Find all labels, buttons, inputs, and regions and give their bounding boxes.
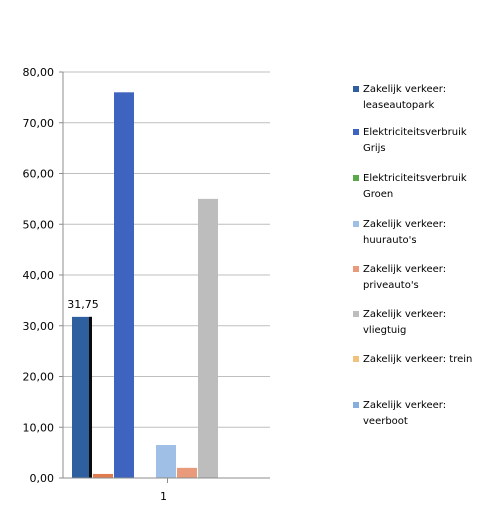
legend-swatch xyxy=(353,266,359,272)
legend-swatch xyxy=(353,311,359,317)
legend-label: Elektriciteitsverbruik xyxy=(363,127,467,138)
legend-label: Zakelijk verkeer: xyxy=(363,264,446,275)
bar xyxy=(156,445,176,478)
y-tick-label: 60,00 xyxy=(23,168,55,181)
legend-label: Zakelijk verkeer: xyxy=(363,219,446,230)
legend-label: priveauto's xyxy=(363,280,419,291)
y-tick-label: 80,00 xyxy=(23,66,55,79)
legend-swatch xyxy=(353,402,359,408)
bar xyxy=(114,92,134,478)
legend-label: leaseautopark xyxy=(363,100,435,111)
legend-label: Zakelijk verkeer: xyxy=(363,309,446,320)
y-tick-label: 20,00 xyxy=(23,371,55,384)
data-label: 31,75 xyxy=(67,298,99,311)
legend-label: Zakelijk verkeer: trein xyxy=(363,354,472,365)
bars xyxy=(72,92,218,478)
legend-label: veerboot xyxy=(363,416,408,427)
y-tick-label: 70,00 xyxy=(23,117,55,130)
axes: 0,00 10,00 20,00 30,00 40,00 50,00 60,00 70,00 8… xyxy=(23,66,271,503)
y-tick-label: 10,00 xyxy=(23,421,55,434)
bar-shadow xyxy=(89,317,92,478)
legend-label: Elektriciteitsverbruik xyxy=(363,173,467,184)
legend-label: huurauto's xyxy=(363,235,417,246)
legend-swatch xyxy=(353,129,359,135)
legend-label: Zakelijk verkeer: xyxy=(363,400,446,411)
data-labels: 31,75 xyxy=(67,298,99,311)
y-tick-label: 30,00 xyxy=(23,320,55,333)
legend-swatch xyxy=(353,356,359,362)
bar xyxy=(177,468,197,478)
legend-swatch xyxy=(353,221,359,227)
y-tick-label: 40,00 xyxy=(23,269,55,282)
legend-label: Groen xyxy=(363,189,393,200)
legend: Zakelijk verkeer: leaseautopark Elektricit… xyxy=(353,84,472,427)
legend-swatch xyxy=(353,86,359,92)
y-tick-label: 0,00 xyxy=(30,472,55,485)
bar xyxy=(93,474,113,478)
y-tick-label: 50,00 xyxy=(23,218,55,231)
legend-label: Zakelijk verkeer: xyxy=(363,84,446,95)
legend-label: Grijs xyxy=(363,143,386,154)
bar xyxy=(198,199,218,478)
gridlines xyxy=(63,72,270,478)
legend-label: vliegtuig xyxy=(363,325,406,336)
x-tick-label: 1 xyxy=(160,490,167,503)
legend-swatch xyxy=(353,175,359,181)
